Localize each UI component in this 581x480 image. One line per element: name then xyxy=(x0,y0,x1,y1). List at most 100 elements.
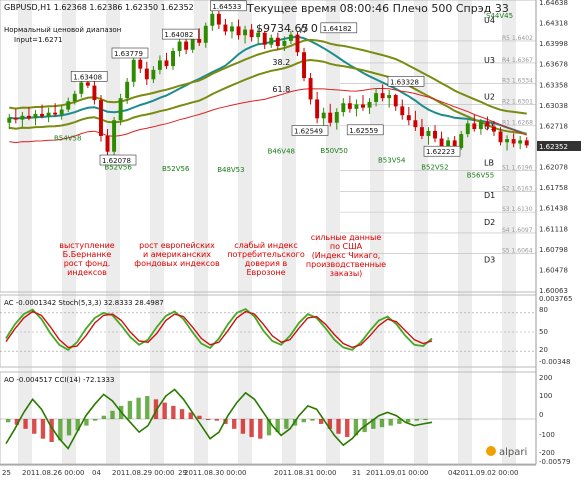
candle-body xyxy=(328,112,333,123)
candle-body xyxy=(387,95,392,99)
deposit-suffix: // 0 xyxy=(300,22,318,35)
annotation-line: рост фонд. xyxy=(64,259,111,268)
price-tick: 1.60063 xyxy=(539,287,568,295)
price-tick: 1.61438 xyxy=(539,205,568,213)
price-label-box xyxy=(291,125,329,136)
candle-body xyxy=(230,26,234,32)
candle-body xyxy=(236,26,241,36)
candle-body xyxy=(347,103,352,109)
candle-body xyxy=(505,139,510,143)
price-tick: 1.63358 xyxy=(539,81,568,89)
grid-band xyxy=(106,0,120,464)
brand-name: alpari xyxy=(499,447,527,458)
candle-body xyxy=(413,120,418,128)
time-tick: 04 xyxy=(448,469,457,477)
candle-body xyxy=(190,39,195,50)
price-label: 1.63408 xyxy=(73,73,102,81)
annotation-line: потребительского xyxy=(227,250,305,259)
candle-body xyxy=(223,24,228,32)
ao-bar xyxy=(301,419,306,423)
ao-bar xyxy=(6,419,11,423)
wave-label: B48V53 xyxy=(217,166,244,174)
annotation-european-indices: рост европейских и американских фондовых и… xyxy=(134,241,220,268)
ac-axis-tick: 20 xyxy=(539,346,548,354)
annotation-line: выступление xyxy=(59,241,115,250)
ao-bar xyxy=(266,419,272,436)
band-label: D1 xyxy=(484,191,495,200)
candle-body xyxy=(33,113,38,119)
ao-bar xyxy=(179,409,185,419)
ao-bar xyxy=(162,402,167,419)
candle-body xyxy=(85,82,90,86)
ao-bar xyxy=(379,419,385,428)
band-label: U2 xyxy=(484,92,495,101)
wave-label: B52V56 xyxy=(104,163,132,171)
ac-stoch-panel: 0.003765 80 50 20 -0.00348 xyxy=(0,294,572,368)
candle-body xyxy=(171,50,175,67)
ao-bar xyxy=(310,419,315,421)
price-label-box xyxy=(162,28,199,40)
price-label-box xyxy=(346,124,384,136)
grid-band xyxy=(238,0,252,464)
level-label: S4 1.6097 xyxy=(502,227,533,234)
ao-bar xyxy=(14,419,20,425)
ao-bar xyxy=(136,397,141,419)
price-label: 1.64182 xyxy=(323,25,352,33)
candle-body xyxy=(79,82,84,94)
ao-title: AO -0.004517 CCI(14) -72.1333 xyxy=(4,376,114,384)
teal-moving-average xyxy=(9,35,527,135)
candle-body xyxy=(131,59,136,82)
ao-axis-tick: -100 xyxy=(539,431,555,439)
wave-label: S44V45 xyxy=(486,12,513,20)
ao-bar xyxy=(353,419,359,436)
time-tick: 04 xyxy=(92,469,101,477)
level-label: S5 1.6064 xyxy=(502,248,533,255)
stoch-main-line xyxy=(5,307,433,352)
candle-body xyxy=(216,13,221,25)
candle-body xyxy=(157,60,162,70)
candle-body xyxy=(262,32,267,45)
ao-bar xyxy=(110,410,115,419)
ao-content: 200 100 0 -100 -200-0.00579 xyxy=(0,374,570,466)
ao-bar xyxy=(232,419,237,429)
price-label: 1.64082 xyxy=(164,31,193,39)
ao-bar xyxy=(92,419,98,421)
annotation-line: доверия в xyxy=(245,259,288,268)
spread-text: Текущее время 08:00:46 Плечо 500 Спрэд 3… xyxy=(246,2,509,15)
ao-bar xyxy=(145,396,150,419)
annotation-line: и американских xyxy=(143,250,211,259)
ao-bar xyxy=(240,419,246,434)
candle-body xyxy=(282,40,287,46)
candle-body xyxy=(7,117,12,123)
time-tick: 2011.09.01 00:00 xyxy=(366,469,428,477)
candle-body xyxy=(302,52,306,79)
fibonacci-ratio: 61.8 xyxy=(272,85,290,94)
ao-bar xyxy=(101,415,106,419)
annotation-line: по США xyxy=(330,242,363,251)
candle-body xyxy=(439,138,444,147)
candle-body xyxy=(243,29,248,36)
candle-body xyxy=(177,41,182,51)
band-label: D3 xyxy=(484,255,495,264)
candle-body xyxy=(446,140,451,147)
ac-axis-tick: 80 xyxy=(539,306,548,314)
candle-body xyxy=(315,99,320,119)
candle-body xyxy=(465,123,470,135)
candle-body xyxy=(524,140,529,146)
moving-averages xyxy=(9,35,527,144)
current-price-box xyxy=(537,141,581,151)
candle-body xyxy=(334,112,339,123)
candle-body xyxy=(400,106,405,116)
ao-bar xyxy=(58,419,63,441)
ao-axis-tick: 0 xyxy=(539,411,543,419)
level-label: S2 1.6163 xyxy=(502,185,533,192)
price-label-box xyxy=(70,71,108,82)
candle-body xyxy=(125,81,130,99)
grid-band xyxy=(370,0,384,464)
ao-axis-tick: 100 xyxy=(539,392,552,400)
candle-body xyxy=(341,103,346,113)
candle-body xyxy=(367,101,372,108)
time-tick: 2011.09.02 00:00 xyxy=(456,469,518,477)
ao-bar xyxy=(127,400,133,419)
